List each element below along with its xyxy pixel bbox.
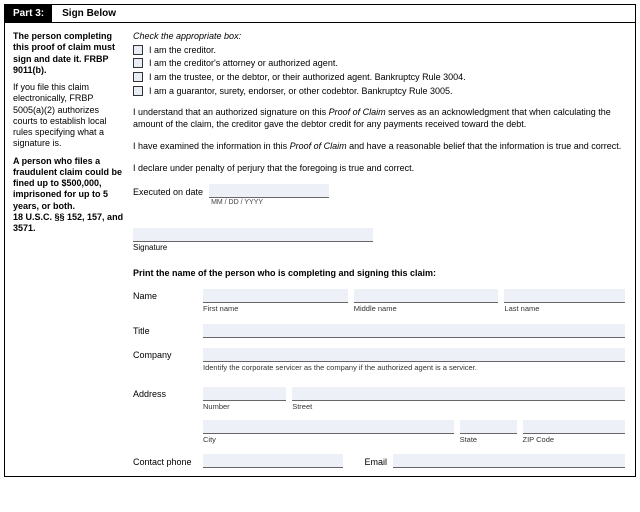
check-row-creditor: I am the creditor.	[133, 45, 625, 57]
last-sublabel: Last name	[504, 304, 625, 314]
zip-field[interactable]	[523, 420, 626, 434]
signature-block: Signature	[133, 228, 625, 253]
name-row: Name First name Middle name Last name	[133, 289, 625, 314]
street-field[interactable]	[292, 387, 625, 401]
checkbox-label: I am the trustee, or the debtor, or thei…	[149, 72, 466, 84]
signature-label: Signature	[133, 243, 625, 253]
part-header: Part 3: Sign Below	[5, 5, 635, 23]
middle-sublabel: Middle name	[354, 304, 499, 314]
company-field[interactable]	[203, 348, 625, 362]
left-p2: If you file this claim electronically, F…	[13, 82, 125, 150]
left-p1: The person completing this proof of clai…	[13, 31, 125, 76]
check-row-attorney: I am the creditor's attorney or authoriz…	[133, 58, 625, 70]
phone-label: Contact phone	[133, 455, 203, 469]
paragraph-1: I understand that an authorized signatur…	[133, 107, 625, 130]
check-intro: Check the appropriate box:	[133, 31, 625, 43]
check-row-trustee: I am the trustee, or the debtor, or thei…	[133, 72, 625, 84]
number-sublabel: Number	[203, 402, 286, 412]
checkbox-trustee[interactable]	[133, 72, 143, 82]
checkbox-attorney[interactable]	[133, 58, 143, 68]
checkbox-label: I am a guarantor, surety, endorser, or o…	[149, 86, 453, 98]
form-container: Part 3: Sign Below The person completing…	[4, 4, 636, 477]
paragraph-2: I have examined the information in this …	[133, 141, 625, 153]
email-label: Email	[343, 457, 393, 469]
city-field[interactable]	[203, 420, 454, 434]
checkbox-creditor[interactable]	[133, 45, 143, 55]
city-sublabel: City	[203, 435, 454, 445]
first-name-field[interactable]	[203, 289, 348, 303]
address-label: Address	[133, 387, 203, 401]
form-body: The person completing this proof of clai…	[5, 23, 635, 476]
company-row: Company Identify the corporate servicer …	[133, 348, 625, 373]
left-column: The person completing this proof of clai…	[13, 31, 133, 468]
title-field[interactable]	[203, 324, 625, 338]
left-p3: A person who files a fraudulent claim co…	[13, 156, 125, 235]
state-sublabel: State	[460, 435, 517, 445]
executed-label: Executed on date	[133, 187, 203, 199]
number-field[interactable]	[203, 387, 286, 401]
middle-name-field[interactable]	[354, 289, 499, 303]
email-field[interactable]	[393, 454, 625, 468]
street-sublabel: Street	[292, 402, 625, 412]
part-title: Sign Below	[52, 8, 116, 19]
last-name-field[interactable]	[504, 289, 625, 303]
address-row: Address Number Street	[133, 387, 625, 445]
date-hint: MM / DD / YYYY	[211, 198, 263, 207]
part-tag: Part 3:	[5, 5, 52, 22]
zip-sublabel: ZIP Code	[523, 435, 626, 445]
checkbox-label: I am the creditor's attorney or authoriz…	[149, 58, 338, 70]
print-title: Print the name of the person who is comp…	[133, 268, 625, 280]
paragraph-3: I declare under penalty of perjury that …	[133, 163, 625, 175]
executed-row: Executed on date MM / DD / YYYY	[133, 184, 625, 198]
checkbox-guarantor[interactable]	[133, 86, 143, 96]
date-field[interactable]: MM / DD / YYYY	[209, 184, 329, 198]
name-label: Name	[133, 289, 203, 303]
company-label: Company	[133, 348, 203, 362]
state-field[interactable]	[460, 420, 517, 434]
phone-field[interactable]	[203, 454, 343, 468]
contact-row: Contact phone Email	[133, 454, 625, 468]
title-row: Title	[133, 324, 625, 338]
title-label: Title	[133, 324, 203, 338]
first-sublabel: First name	[203, 304, 348, 314]
check-row-guarantor: I am a guarantor, surety, endorser, or o…	[133, 86, 625, 98]
company-hint: Identify the corporate servicer as the c…	[203, 363, 625, 373]
signature-field[interactable]	[133, 228, 373, 242]
checkbox-label: I am the creditor.	[149, 45, 216, 57]
right-column: Check the appropriate box: I am the cred…	[133, 31, 625, 468]
